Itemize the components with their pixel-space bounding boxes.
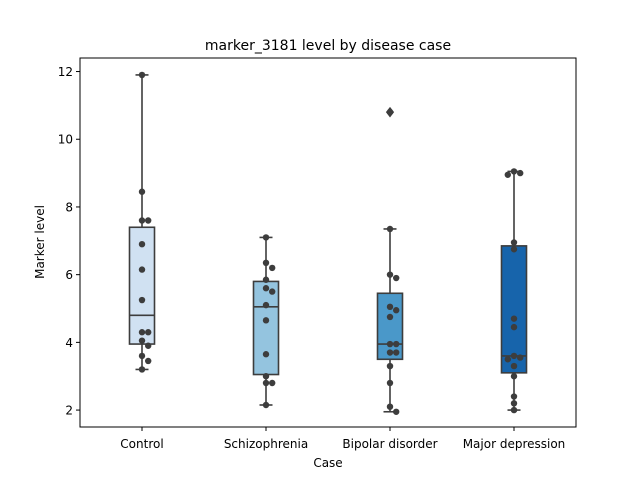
data-point (510, 400, 518, 407)
y-tick-label: 8 (65, 200, 73, 214)
data-point (393, 349, 400, 356)
data-point (510, 362, 518, 370)
data-point (262, 351, 270, 358)
data-point (269, 379, 276, 387)
data-point (262, 317, 270, 324)
data-point (386, 379, 394, 387)
data-point (262, 259, 270, 267)
data-point (262, 234, 270, 241)
data-point (262, 276, 270, 283)
data-point (386, 349, 394, 356)
y-tick-label: 2 (65, 404, 73, 418)
data-point (386, 340, 394, 348)
y-tick-label: 6 (65, 268, 73, 282)
x-tick-label: Bipolar disorder (342, 437, 437, 451)
data-point (145, 217, 152, 224)
data-point (138, 240, 146, 248)
data-point (510, 393, 518, 400)
data-point (138, 329, 146, 336)
data-point (517, 169, 524, 177)
x-axis-label: Case (313, 456, 342, 470)
data-point (262, 379, 270, 387)
data-point (393, 408, 400, 415)
y-tick-label: 4 (65, 336, 73, 350)
data-point (269, 288, 276, 295)
data-point (386, 225, 394, 233)
box (500, 245, 528, 374)
data-point (262, 301, 270, 309)
data-point (145, 329, 152, 336)
data-point (262, 285, 270, 292)
data-point (504, 171, 511, 178)
data-point (138, 337, 146, 344)
data-point (386, 403, 394, 410)
data-point (138, 217, 146, 224)
data-point (138, 266, 146, 273)
data-point (510, 373, 518, 380)
data-point (138, 352, 146, 360)
chart-title: marker_3181 level by disease case (205, 38, 451, 54)
y-tick-label: 10 (58, 133, 73, 147)
data-point (510, 168, 518, 175)
data-point (145, 342, 152, 349)
data-point (510, 239, 518, 246)
plot-area: 2 4 6 8 10 12 Control Schizophrenia Bipolar diso… (58, 65, 566, 451)
data-point (138, 366, 146, 373)
data-point (269, 264, 276, 272)
data-point (138, 296, 146, 304)
data-point (504, 356, 511, 363)
data-point (138, 188, 146, 195)
data-point (393, 307, 400, 314)
data-point (510, 352, 518, 360)
data-point (510, 406, 518, 414)
data-point (517, 354, 524, 361)
data-point (262, 373, 270, 380)
data-point (510, 246, 518, 253)
x-tick-label: Major depression (463, 437, 566, 451)
data-point (145, 357, 152, 365)
data-point (386, 271, 394, 278)
x-tick-label: Control (120, 437, 163, 451)
plot-frame (79, 57, 577, 428)
data-point (386, 303, 394, 311)
y-axis-label: Marker level (33, 205, 47, 279)
data-point (138, 71, 146, 79)
x-tick-label: Schizophrenia (224, 437, 308, 451)
data-point (386, 108, 394, 116)
data-point (510, 315, 518, 322)
data-point (386, 313, 394, 321)
y-tick-label: 12 (58, 65, 73, 79)
data-point (510, 323, 518, 331)
data-point (393, 340, 400, 348)
data-point (386, 362, 394, 370)
data-point (393, 274, 400, 282)
box (252, 280, 280, 376)
data-point (262, 401, 270, 409)
